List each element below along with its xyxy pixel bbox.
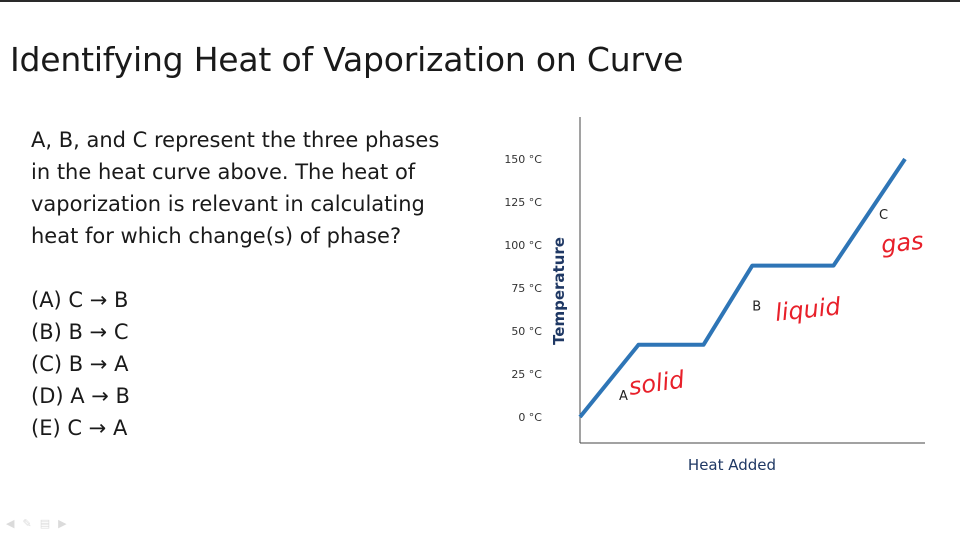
handwritten-gas: gas xyxy=(880,227,925,259)
arrow-right-icon[interactable]: ▶ xyxy=(58,517,67,530)
arrow-left-icon[interactable]: ◀ xyxy=(6,517,15,530)
y-tick-label: 100 °C xyxy=(504,239,542,252)
question-line: heat for which change(s) of phase? xyxy=(31,224,402,248)
heating-curve-line xyxy=(578,157,907,419)
option-e: (E) C → A xyxy=(31,416,128,440)
point-label-c: C xyxy=(879,208,888,223)
y-tick-label: 25 °C xyxy=(511,368,542,381)
option-d: (D) A → B xyxy=(31,384,130,408)
handwritten-solid: solid xyxy=(627,365,687,401)
question-text: A, B, and C represent the three phases i… xyxy=(31,124,471,252)
playback-toolbar: ◀ ✎ ▤ ▶ xyxy=(6,517,67,530)
y-tick-label: 125 °C xyxy=(504,196,542,209)
point-label-b: B xyxy=(752,299,761,314)
heating-curve-chart: 0 °C 25 °C 50 °C 75 °C 100 °C 125 °C 150 °C Te… xyxy=(504,117,925,474)
option-c: (C) B → A xyxy=(31,352,129,376)
option-b: (B) B → C xyxy=(31,320,129,344)
y-tick-labels: 0 °C 25 °C 50 °C 75 °C 100 °C 125 °C 150 °C xyxy=(504,153,542,424)
phase-point-labels: A B C xyxy=(619,208,888,404)
y-tick-label: 50 °C xyxy=(511,325,542,338)
handwritten-liquid: liquid xyxy=(774,292,843,327)
slide-title: Identifying Heat of Vaporization on Curv… xyxy=(10,40,684,79)
answer-options: (A) C → B (B) B → C (C) B → A (D) A → B … xyxy=(31,284,130,444)
y-tick-label: 150 °C xyxy=(504,153,542,166)
y-tick-label: 0 °C xyxy=(518,411,542,424)
point-label-a: A xyxy=(619,389,628,404)
menu-icon[interactable]: ▤ xyxy=(39,517,51,530)
pen-icon[interactable]: ✎ xyxy=(22,517,32,530)
question-line: in the heat curve above. The heat of xyxy=(31,160,416,184)
question-line: A, B, and C represent the three phases xyxy=(31,128,440,152)
y-axis-title: Temperature xyxy=(550,237,568,345)
top-rule xyxy=(0,0,960,2)
x-axis-title: Heat Added xyxy=(688,456,776,474)
y-tick-label: 75 °C xyxy=(511,282,542,295)
option-a: (A) C → B xyxy=(31,288,129,312)
question-line: vaporization is relevant in calculating xyxy=(31,192,425,216)
